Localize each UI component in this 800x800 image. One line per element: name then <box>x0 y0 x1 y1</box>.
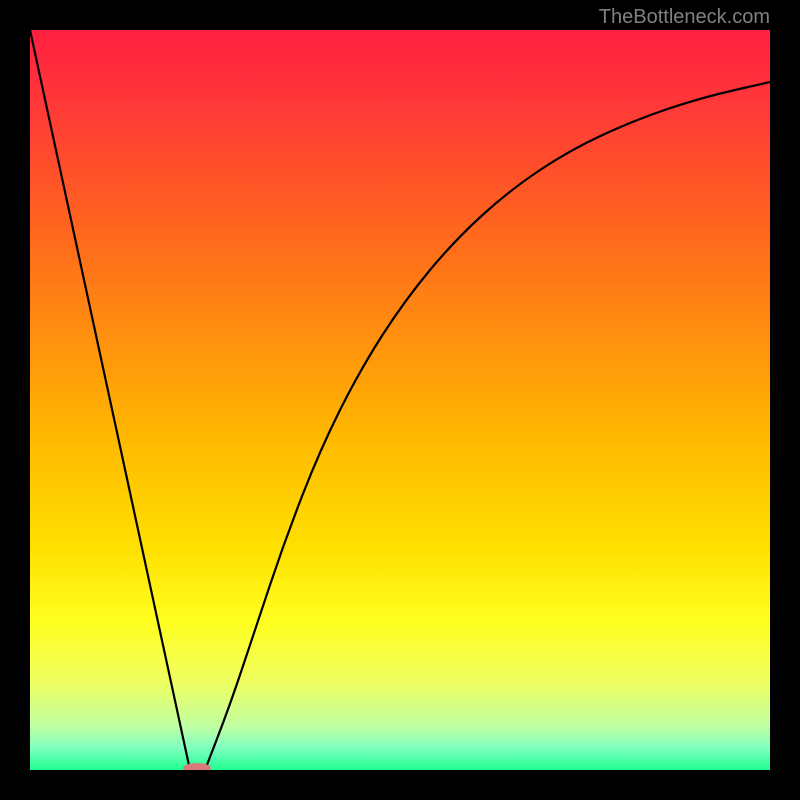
watermark-text: TheBottleneck.com <box>599 6 770 29</box>
bottleneck-chart <box>30 30 770 770</box>
chart-container: TheBottleneck.com <box>0 0 800 800</box>
chart-background <box>30 30 770 770</box>
chart-area <box>30 30 770 770</box>
